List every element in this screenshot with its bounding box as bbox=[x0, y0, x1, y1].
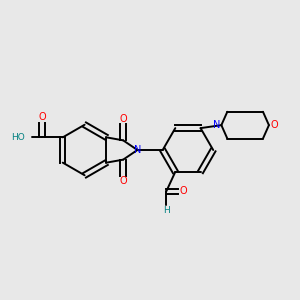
Text: N: N bbox=[134, 145, 141, 155]
Text: O: O bbox=[271, 120, 278, 130]
Text: O: O bbox=[119, 176, 127, 186]
Text: O: O bbox=[180, 186, 188, 196]
Text: N: N bbox=[213, 120, 220, 130]
Text: O: O bbox=[38, 112, 46, 122]
Text: HO: HO bbox=[11, 133, 25, 142]
Text: O: O bbox=[119, 114, 127, 124]
Text: H: H bbox=[163, 206, 170, 215]
